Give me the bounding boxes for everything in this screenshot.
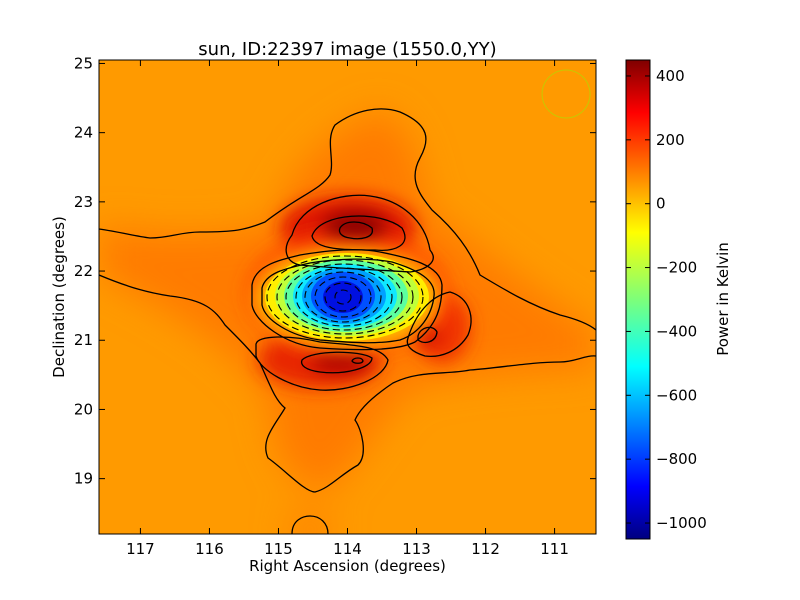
contour-lines-negative [266, 255, 424, 339]
colorbar-ticks: 400 200 0 −200 −400 −600 −800 −1000 [626, 67, 707, 532]
plot-area [99, 60, 596, 534]
colorbar-tick-label: −1000 [656, 514, 707, 532]
colorbar-tick-label: −800 [656, 450, 697, 468]
x-tick-label: 111 [540, 540, 569, 558]
x-tick-label: 116 [195, 540, 224, 558]
x-tick-label: 113 [402, 540, 431, 558]
colorbar-tick-label: −400 [656, 322, 697, 340]
colorbar-tick-label: 400 [656, 67, 685, 85]
contour-beam-circle [541, 69, 591, 119]
colorbar-tick-label: −200 [656, 259, 697, 277]
y-tick-label: 22 [74, 262, 93, 280]
x-tick-label: 115 [264, 540, 293, 558]
x-tick-label: 117 [126, 540, 155, 558]
colorbar-tick-label: −600 [656, 386, 697, 404]
y-tick-label: 25 [74, 54, 93, 72]
x-tick-label: 112 [471, 540, 500, 558]
x-tick-label: 114 [333, 540, 362, 558]
heatmap-minimum [255, 248, 439, 348]
chart-title: sun, ID:22397 image (1550.0,YY) [198, 39, 496, 60]
y-tick-label: 20 [74, 400, 93, 418]
y-axis-ticks: 19 20 21 22 23 24 25 [74, 54, 596, 488]
y-tick-label: 19 [74, 470, 93, 488]
colorbar-label: Power in Kelvin [714, 242, 732, 356]
colorbar [625, 59, 651, 540]
y-tick-label: 24 [74, 124, 93, 142]
colorbar-tick-label: 200 [656, 131, 685, 149]
colorbar-tick-label: 0 [656, 195, 666, 213]
contour-lines [99, 69, 596, 534]
x-axis-title: Right Ascension (degrees) [249, 557, 446, 575]
y-axis-title: Declination (degrees) [50, 216, 68, 378]
x-axis-ticks: 117 116 115 114 113 112 111 [126, 60, 569, 558]
y-tick-label: 23 [74, 193, 93, 211]
y-tick-label: 21 [74, 331, 93, 349]
